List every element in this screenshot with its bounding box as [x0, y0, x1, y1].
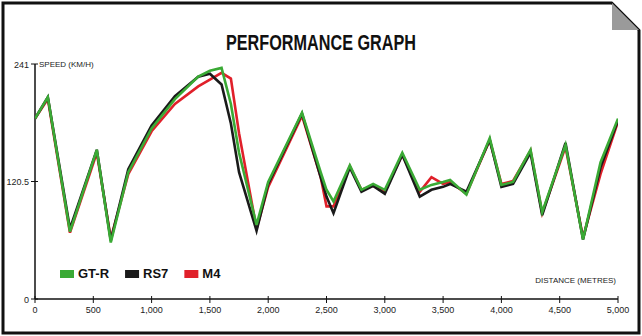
y-tick-label: 241 — [14, 60, 29, 70]
x-tick — [268, 296, 269, 303]
x-tick-label: 3,000 — [374, 305, 397, 315]
legend-swatch — [125, 270, 139, 278]
x-tick-label: 500 — [86, 305, 101, 315]
legend-label: RS7 — [143, 266, 168, 281]
plot-area — [35, 68, 618, 243]
x-tick — [618, 296, 619, 303]
series-line — [35, 68, 618, 243]
x-tick — [151, 296, 152, 303]
x-tick — [326, 296, 327, 303]
x-tick — [501, 296, 502, 303]
y-axis-label: SPEED (KM/H) — [39, 60, 94, 69]
x-tick-label: 4,500 — [548, 305, 571, 315]
x-tick — [35, 296, 36, 303]
y-tick — [31, 64, 38, 65]
x-tick — [559, 296, 560, 303]
corner-cut — [612, 1, 641, 30]
x-tick-label: 1,500 — [199, 305, 222, 315]
legend-label: GT-R — [78, 266, 110, 281]
x-tick — [384, 296, 385, 303]
y-tick — [31, 181, 38, 182]
title: PERFORMANCE GRAPH — [226, 30, 416, 55]
legend: GT-R RS7 M4 — [60, 266, 221, 281]
x-tick — [93, 296, 94, 303]
x-tick — [443, 296, 444, 303]
x-tick-label: 2,500 — [315, 305, 338, 315]
chart: PERFORMANCE GRAPH 0 120.5 241 0 500 1,000 1,500… — [0, 0, 642, 336]
x-tick-label: 2,000 — [257, 305, 280, 315]
x-tick-label: 3,500 — [432, 305, 455, 315]
series-line — [35, 74, 618, 241]
frame — [3, 3, 639, 333]
x-tick-label: 4,000 — [490, 305, 513, 315]
y-tick-label: 0 — [24, 295, 29, 305]
x-axis-label: DISTANCE (METRES) — [535, 276, 616, 285]
y-tick-label: 120.5 — [6, 177, 29, 187]
x-tick-label: 1,000 — [140, 305, 163, 315]
legend-swatch — [60, 270, 74, 278]
legend-swatch — [184, 270, 198, 278]
x-tick-label: 5,000 — [607, 305, 630, 315]
x-tick-label: 0 — [32, 305, 37, 315]
x-tick — [209, 296, 210, 303]
legend-label: M4 — [202, 266, 221, 281]
